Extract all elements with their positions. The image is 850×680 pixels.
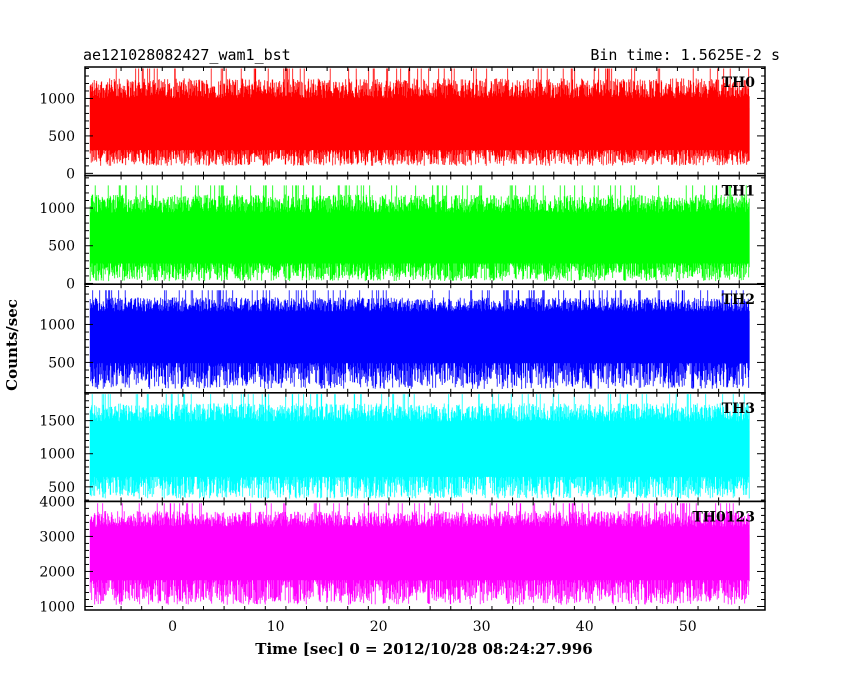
y-tick-label: 3000: [39, 529, 75, 545]
y-tick-label: 2000: [39, 564, 75, 580]
panel-label-th2: TH2: [722, 292, 755, 308]
x-tick-label: 40: [576, 619, 594, 635]
y-tick-label: 500: [48, 355, 75, 371]
chart-subtitle: Bin time: 1.5625E-2 s: [590, 46, 780, 64]
x-axis: 0 10 20 30 40 50: [168, 619, 697, 635]
y-tick-label: 500: [48, 129, 75, 145]
y-tick-label: 1000: [39, 599, 75, 615]
y-tick-label: 1000: [39, 317, 75, 333]
y-tick-label: 1000: [39, 91, 75, 107]
series-line-th2: [89, 290, 750, 389]
y-tick-label: 500: [48, 480, 75, 496]
x-tick-label: 50: [679, 619, 697, 635]
y-tick-label: 0: [66, 276, 75, 292]
panel-th3: 500 1000 1500 TH3: [39, 392, 766, 503]
series-line-th0123: [89, 503, 750, 605]
x-tick-label: 20: [370, 619, 388, 635]
panel-th0123: 1000 2000 3000 4000 TH0123: [39, 494, 766, 615]
panels: 05001000TH005001000TH15001000TH250010001…: [39, 66, 766, 615]
panel-label-th3: TH3: [722, 401, 755, 417]
chart-title: ae121028082427_wam1_bst: [83, 46, 291, 64]
series-line-th1: [89, 185, 750, 282]
y-axis-label: Counts/sec: [3, 299, 21, 391]
series-line-th0: [89, 68, 750, 166]
x-tick-label: 30: [473, 619, 491, 635]
panel-label-th0: TH0: [722, 75, 756, 91]
y-tick-label: 500: [48, 239, 75, 255]
panel-label-th0123: TH0123: [692, 509, 755, 525]
y-tick-label: 1000: [39, 447, 75, 463]
panel-th2: 500 1000 TH2: [39, 283, 766, 394]
x-tick-label: 10: [267, 619, 285, 635]
x-tick-label: 0: [168, 619, 177, 635]
series-line-th3: [89, 394, 750, 499]
panel-th0: 0 500 1000 TH0: [39, 66, 766, 182]
panel-th1: 0 500 1000 TH1: [39, 174, 766, 292]
y-tick-label: 1000: [39, 201, 75, 217]
x-axis-label: Time [sec] 0 = 2012/10/28 08:24:27.996: [255, 640, 592, 658]
y-tick-label: 1500: [39, 414, 75, 430]
y-tick-label: 4000: [39, 494, 75, 510]
y-tick-label: 0: [66, 166, 75, 182]
panel-frame: [84, 500, 766, 611]
panel-label-th1: TH1: [722, 184, 755, 200]
